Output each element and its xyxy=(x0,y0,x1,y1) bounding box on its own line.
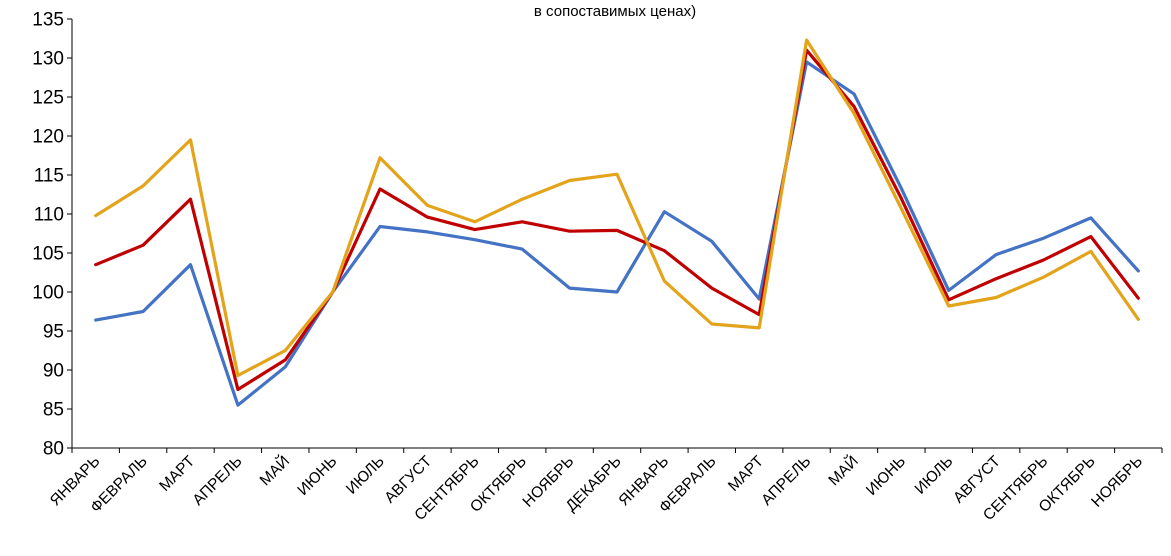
x-tick-label: АПРЕЛЬ xyxy=(758,453,814,509)
series-layer xyxy=(94,38,1140,407)
x-tick-label: ИЮНЬ xyxy=(863,453,909,499)
x-tick-label: МАЙ xyxy=(825,452,862,489)
x-tick-label: ИЮЛЬ xyxy=(343,453,388,498)
y-tick-label: 105 xyxy=(32,244,64,265)
series-line-1 xyxy=(94,60,1140,407)
x-tick-label: МАРТ xyxy=(156,452,198,494)
y-tick-label: 135 xyxy=(32,10,64,31)
x-tick-label: АПРЕЛЬ xyxy=(190,453,246,509)
y-tick-label: 95 xyxy=(43,322,64,343)
y-tick-label: 115 xyxy=(34,166,64,187)
y-tick-label: 125 xyxy=(32,88,64,109)
y-tick-label: 85 xyxy=(43,400,64,421)
y-tick-label: 110 xyxy=(34,205,64,226)
x-tick-label: ИЮЛЬ xyxy=(912,453,957,498)
y-tick-label: 80 xyxy=(43,439,64,460)
x-tick-label: МАЙ xyxy=(256,452,293,489)
series-line-2 xyxy=(94,48,1140,392)
x-tick-label: ИЮНЬ xyxy=(294,453,340,499)
chart-title: в сопоставимых ценах) xyxy=(534,3,696,20)
y-tick-label: 100 xyxy=(32,283,64,304)
y-tick-label: 130 xyxy=(32,49,64,70)
x-tick-label: НОЯБРЬ xyxy=(1088,453,1146,511)
y-axis: 80 85 90 95 100 105 110 115 120 125 130 135 xyxy=(32,10,73,460)
y-tick-label: 120 xyxy=(32,127,64,148)
x-tick-label: МАРТ xyxy=(725,452,767,494)
series-line-3 xyxy=(94,38,1140,378)
y-tick-label: 90 xyxy=(43,361,64,382)
